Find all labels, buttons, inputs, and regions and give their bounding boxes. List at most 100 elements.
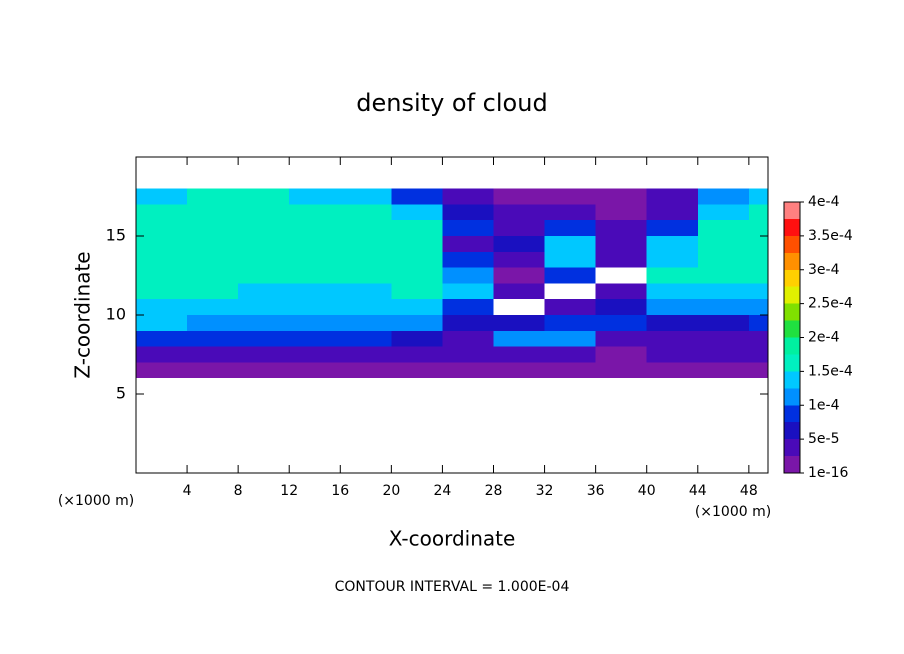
cell xyxy=(493,330,545,347)
colorbar-tick-label: 4e-4 xyxy=(808,194,840,210)
cell xyxy=(340,188,392,205)
cell xyxy=(595,283,647,300)
cell xyxy=(136,251,188,268)
cell xyxy=(289,251,341,268)
cell xyxy=(289,220,341,236)
cell xyxy=(391,236,443,252)
colorbar-band xyxy=(784,439,800,457)
x-tick-label: 16 xyxy=(331,483,349,499)
cell xyxy=(544,315,596,331)
cell xyxy=(289,236,341,252)
cell xyxy=(493,267,545,284)
cell xyxy=(391,251,443,268)
colorbar-band xyxy=(784,371,800,389)
cell xyxy=(697,299,749,315)
x-tick-label: 48 xyxy=(740,483,758,499)
cell xyxy=(136,362,188,379)
cell xyxy=(748,204,768,221)
cell xyxy=(748,251,768,268)
cell xyxy=(697,188,749,205)
cell xyxy=(442,283,494,300)
cell xyxy=(289,330,341,347)
cell xyxy=(391,220,443,236)
cell xyxy=(340,362,392,379)
cell xyxy=(697,315,749,331)
cell xyxy=(238,283,290,300)
field xyxy=(136,188,768,379)
cell xyxy=(136,283,188,300)
cell xyxy=(340,330,392,347)
cell xyxy=(646,236,698,252)
footnote: CONTOUR INTERVAL = 1.000E-04 xyxy=(335,579,570,595)
cell xyxy=(544,346,596,363)
cell xyxy=(340,299,392,315)
cell xyxy=(595,315,647,331)
cell xyxy=(136,188,188,205)
cell xyxy=(289,204,341,221)
cell xyxy=(187,251,239,268)
x-tick-label: 4 xyxy=(183,483,192,499)
x-tick-label: 40 xyxy=(638,483,656,499)
cell xyxy=(238,362,290,379)
cell xyxy=(289,315,341,331)
colorbar-band xyxy=(784,218,800,236)
y-tick-label: 5 xyxy=(116,384,126,403)
colorbar-tick-label: 3e-4 xyxy=(808,262,840,278)
cell xyxy=(544,236,596,252)
cell xyxy=(238,204,290,221)
cell xyxy=(544,220,596,236)
cell xyxy=(748,267,768,284)
cell xyxy=(646,283,698,300)
cell xyxy=(748,236,768,252)
cell xyxy=(748,362,768,379)
cell xyxy=(340,204,392,221)
x-tick-label: 32 xyxy=(536,483,554,499)
cell xyxy=(697,283,749,300)
cell xyxy=(646,251,698,268)
cell xyxy=(289,299,341,315)
cell xyxy=(493,220,545,236)
cell xyxy=(391,204,443,221)
x-unit: (×1000 m) xyxy=(695,504,771,520)
chart-title: density of cloud xyxy=(356,89,547,117)
cell xyxy=(391,267,443,284)
cell xyxy=(340,267,392,284)
cell xyxy=(136,236,188,252)
cell xyxy=(493,236,545,252)
cell xyxy=(391,188,443,205)
cell xyxy=(748,220,768,236)
cell xyxy=(646,330,698,347)
cell xyxy=(442,220,494,236)
cell xyxy=(544,267,596,284)
cell xyxy=(697,236,749,252)
cell xyxy=(289,346,341,363)
cell xyxy=(442,204,494,221)
cell xyxy=(595,330,647,347)
colorbar-band xyxy=(784,456,800,473)
cell xyxy=(340,346,392,363)
colorbar-tick-label: 3.5e-4 xyxy=(808,228,853,244)
colorbar-band xyxy=(784,320,800,338)
cell xyxy=(238,346,290,363)
colorbar-band xyxy=(784,337,800,355)
y-unit: (×1000 m) xyxy=(58,493,134,509)
cell xyxy=(748,330,768,347)
cell xyxy=(697,204,749,221)
cell xyxy=(493,346,545,363)
x-tick-label: 8 xyxy=(234,483,243,499)
cell xyxy=(391,330,443,347)
cell xyxy=(544,299,596,315)
cell xyxy=(697,330,749,347)
cell xyxy=(289,267,341,284)
cell xyxy=(544,330,596,347)
colorbar-band xyxy=(784,286,800,304)
cell xyxy=(748,315,768,331)
cell xyxy=(544,362,596,379)
cell xyxy=(187,362,239,379)
cell xyxy=(442,315,494,331)
cell xyxy=(595,362,647,379)
y-tick-label: 10 xyxy=(106,305,126,324)
cell xyxy=(289,283,341,300)
cell xyxy=(442,188,494,205)
